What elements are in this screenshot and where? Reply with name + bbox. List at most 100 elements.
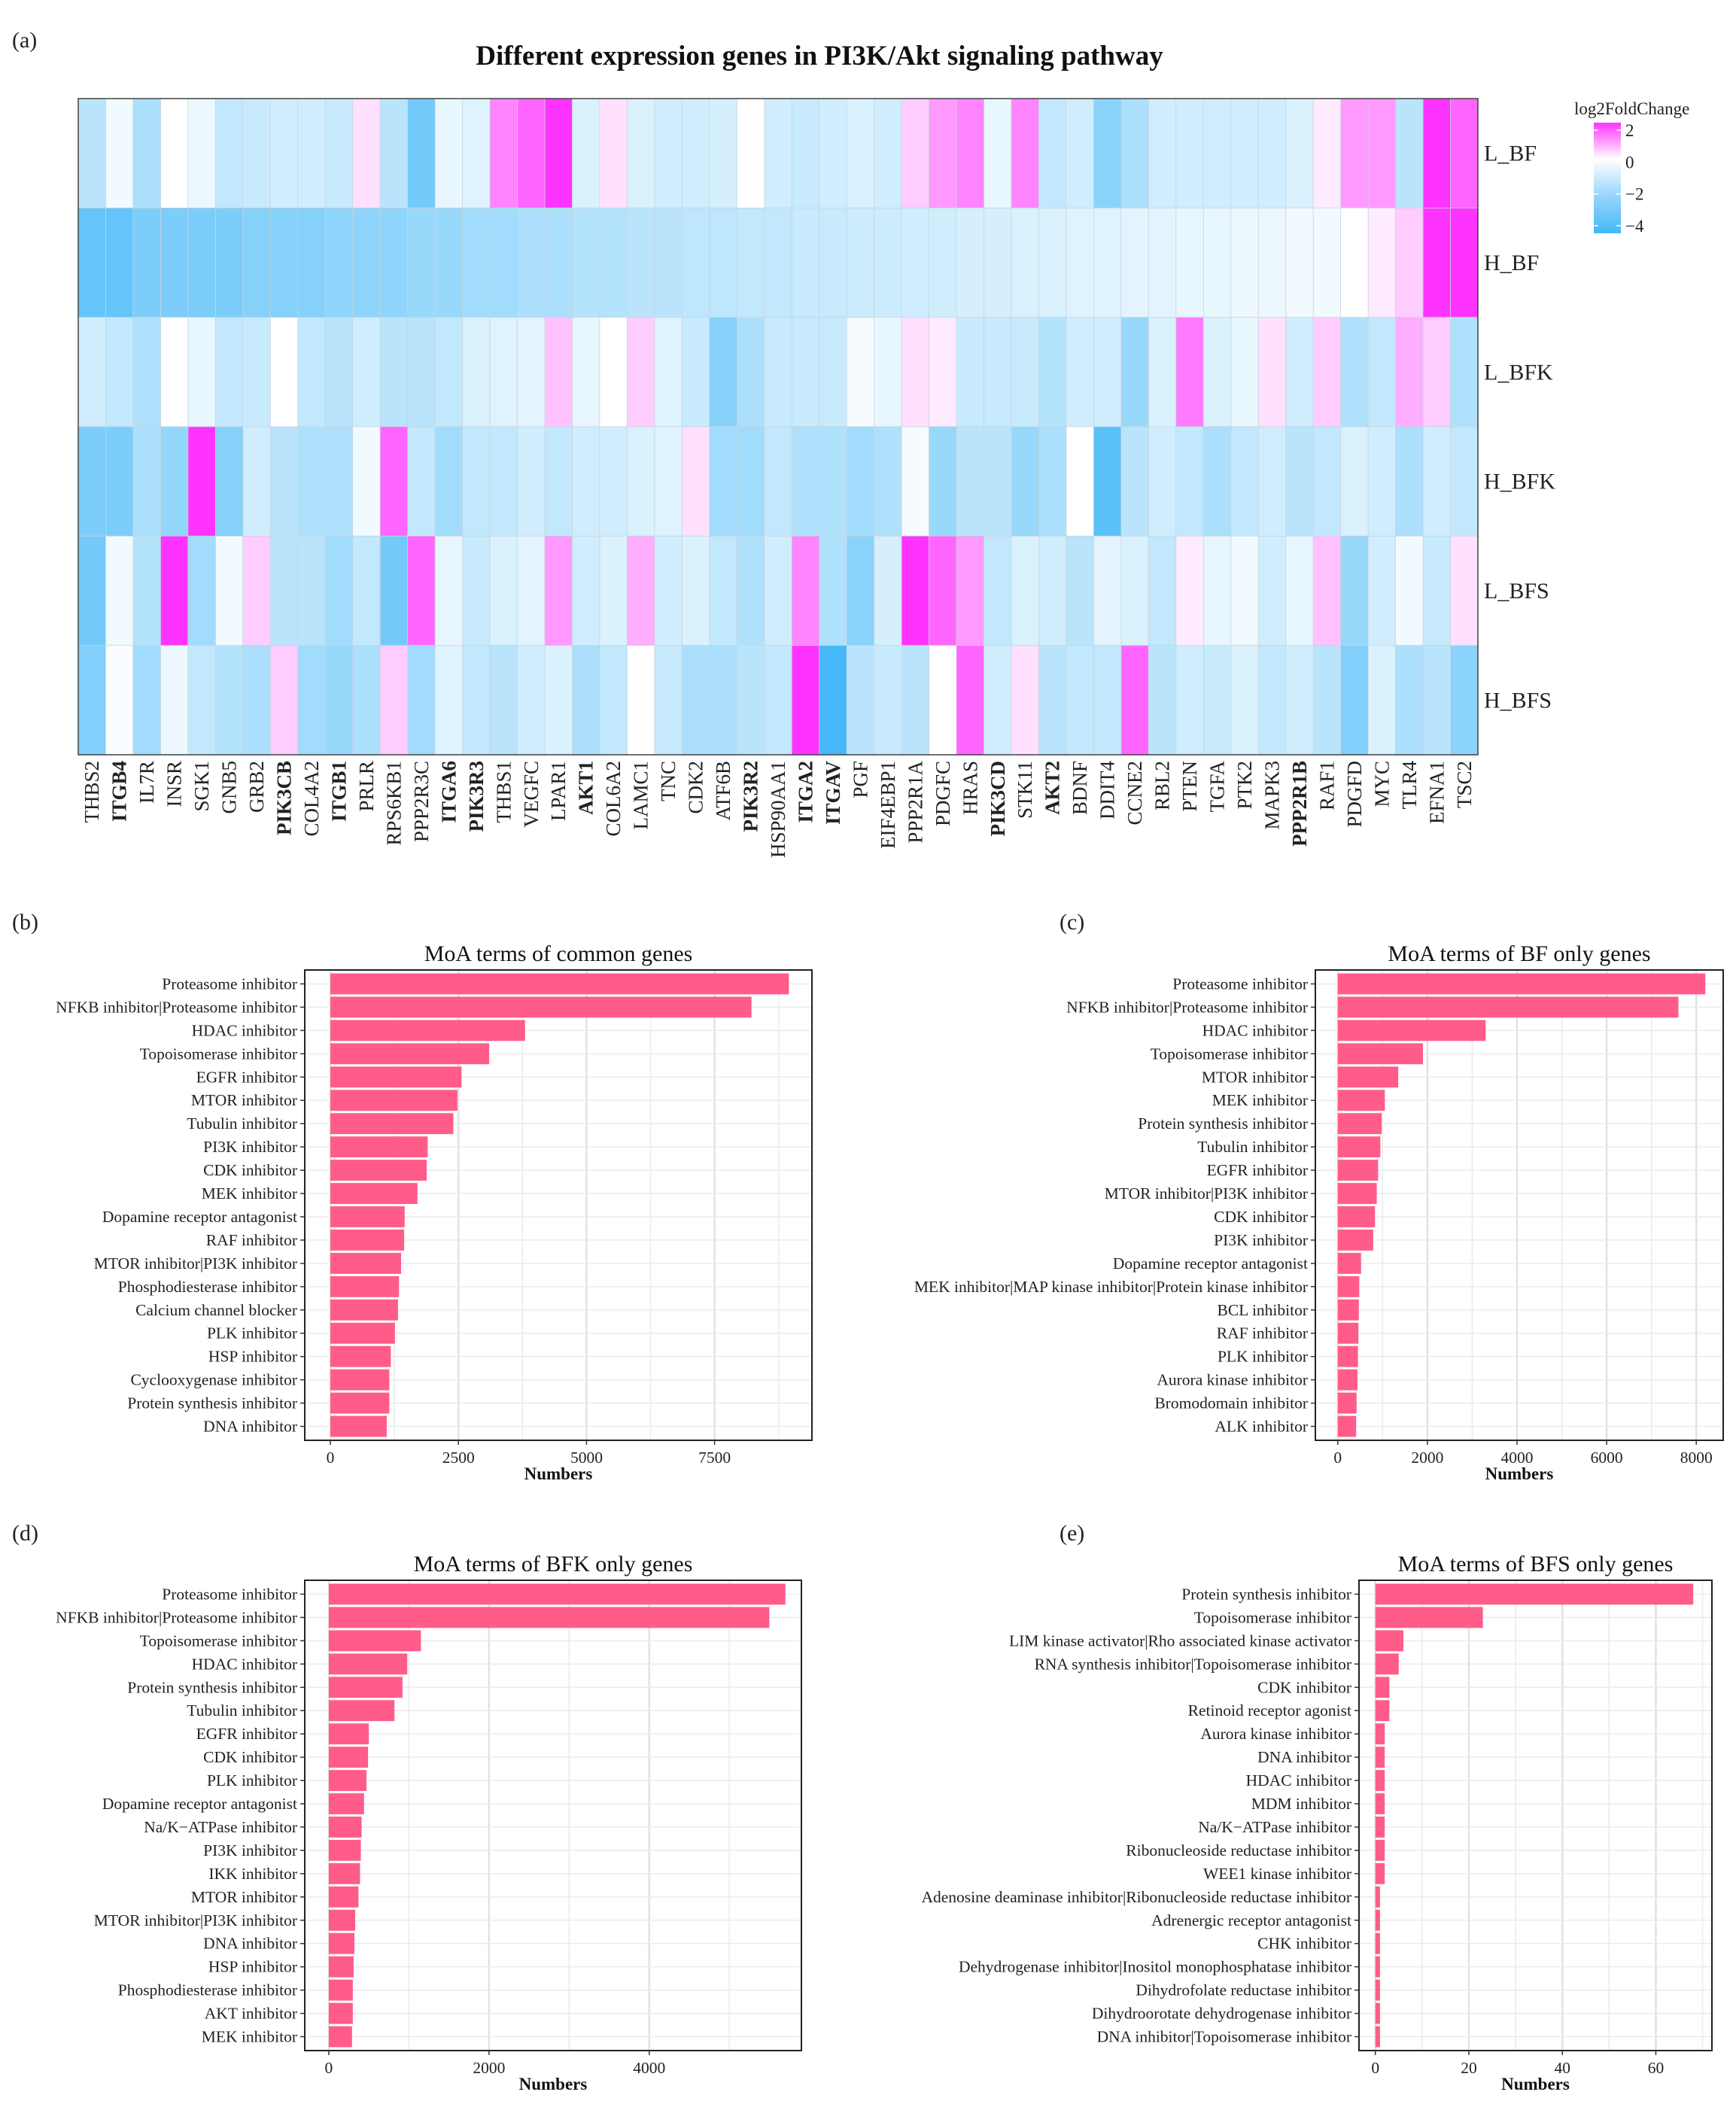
heatmap-column-label: AKT2 (1041, 761, 1064, 815)
heatmap-cell (1285, 98, 1314, 209)
category-label: PLK inhibitor (1218, 1348, 1308, 1366)
bar-panel-b: (b) MoA terms of common genes Proteasome … (12, 910, 813, 1483)
heatmap-cell (1120, 317, 1150, 427)
heatmap-cell (1450, 207, 1479, 318)
heatmap-cell (846, 98, 875, 209)
heatmap-cell (1011, 535, 1040, 646)
bar (1375, 1770, 1385, 1792)
heatmap-column-label: TSC2 (1453, 761, 1476, 808)
category-label: CDK inhibitor (1214, 1208, 1308, 1226)
x-tick-label: 8000 (1680, 1449, 1713, 1467)
heatmap-cell (1120, 207, 1150, 318)
heatmap-cell (160, 98, 189, 209)
heatmap-cell (764, 207, 792, 318)
heatmap-column-labels: THBS2 ITGB4 IL7R INSR SGK1 GNB5 GRB2 PIK3CB COL4… (81, 761, 1476, 859)
heatmap-cell (846, 317, 875, 427)
heatmap-cell (489, 98, 518, 209)
bar (328, 1793, 364, 1814)
heatmap-cell (819, 535, 847, 646)
category-label: Topoisomerase inhibitor (1151, 1044, 1308, 1063)
heatmap-cell (269, 645, 299, 756)
heatmap-cell (1340, 535, 1369, 646)
heatmap-cell (736, 207, 765, 318)
heatmap-cell (1148, 317, 1177, 427)
heatmap-cell (132, 98, 162, 209)
heatmap-cell (1093, 535, 1122, 646)
category-label: RNA synthesis inhibitor|Topoisomerase in… (1035, 1655, 1351, 1673)
bar (328, 1700, 395, 1722)
bar (330, 1275, 400, 1297)
bar (328, 1583, 786, 1605)
x-axis-label: Numbers (1485, 1464, 1554, 1483)
heatmap-cell (462, 98, 491, 209)
category-label: Topoisomerase inhibitor (1194, 1608, 1351, 1626)
heatmap-cell (1202, 98, 1232, 209)
heatmap-cell (1148, 426, 1177, 537)
x-tick-label: 0 (1371, 2059, 1379, 2077)
heatmap-cell (407, 535, 436, 646)
heatmap-cell (654, 426, 683, 537)
heatmap-cell (929, 317, 957, 427)
heatmap-cell (1367, 426, 1397, 537)
heatmap-cell (627, 426, 655, 537)
bar (330, 973, 789, 995)
heatmap-cell (1202, 535, 1232, 646)
heatmap-cell (1230, 98, 1259, 209)
heatmap-column-label: TNC (657, 761, 680, 801)
bar (330, 1136, 428, 1158)
heatmap-cell (132, 535, 162, 646)
heatmap-cell (1202, 645, 1232, 756)
panel-label-d: (d) (12, 1521, 38, 1546)
heatmap-cell (242, 426, 271, 537)
heatmap-cell (874, 426, 902, 537)
heatmap-cell (379, 317, 409, 427)
heatmap-cell (1395, 317, 1424, 427)
bar (1337, 1160, 1379, 1181)
heatmap-cell (160, 317, 189, 427)
heatmap-cell (1011, 98, 1040, 209)
heatmap-cell (242, 535, 271, 646)
heatmap-cell (791, 426, 820, 537)
bar (1337, 1090, 1385, 1111)
x-tick-label: 7500 (698, 1449, 731, 1467)
category-label: RAF inhibitor (206, 1231, 297, 1249)
heatmap-cell (1367, 645, 1397, 756)
heatmap-cell (1175, 98, 1204, 209)
bar (1375, 1793, 1385, 1814)
bar (330, 1252, 401, 1274)
heatmap-cell (434, 207, 464, 318)
category-label: Cyclooxygenase inhibitor (130, 1371, 297, 1389)
heatmap-cell (627, 535, 655, 646)
bar (1337, 1252, 1361, 1274)
heatmap-cell (352, 317, 381, 427)
heatmap-cell (1395, 207, 1424, 318)
bar (1375, 1862, 1385, 1884)
heatmap-cell (1038, 317, 1067, 427)
heatmap-cell (1285, 426, 1314, 537)
category-label: Na/K−ATPase inhibitor (144, 1818, 297, 1836)
bar (328, 1770, 366, 1792)
chart-title: MoA terms of BFS only genes (1398, 1552, 1674, 1577)
heatmap-cell (242, 207, 271, 318)
heatmap-cell (187, 426, 217, 537)
heatmap-cell (764, 317, 792, 427)
heatmap-cell (627, 207, 655, 318)
heatmap-cell (1257, 426, 1287, 537)
heatmap-cell (1066, 645, 1095, 756)
heatmap-cell (984, 426, 1012, 537)
heatmap-cell (572, 207, 600, 318)
bar (330, 1020, 525, 1041)
heatmap-cell (214, 426, 244, 537)
heatmap-row-labels: L_BF H_BF L_BFK H_BFK L_BFS H_BFS (1484, 141, 1555, 713)
bar (1375, 1607, 1483, 1628)
panel-label-e: (e) (1060, 1521, 1084, 1546)
heatmap-cell (1093, 645, 1122, 756)
heatmap-cell (187, 98, 217, 209)
heatmap-cell (599, 645, 628, 756)
heatmap-cell (764, 535, 792, 646)
category-label: Aurora kinase inhibitor (1200, 1725, 1351, 1743)
chart-title: MoA terms of BFK only genes (414, 1552, 693, 1577)
heatmap-cell (1257, 207, 1287, 318)
x-tick-label: 2000 (473, 2059, 505, 2077)
heatmap-cell (1285, 645, 1314, 756)
